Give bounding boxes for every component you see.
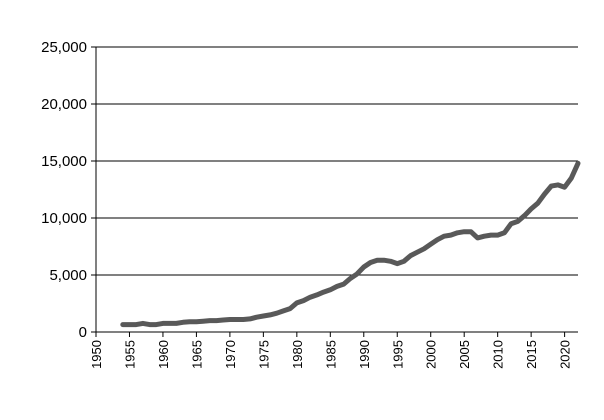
x-tick-label: 1960 [156, 340, 171, 369]
axes [91, 46, 578, 337]
y-tick-label: 20,000 [41, 96, 87, 113]
x-tick-label: 1980 [290, 340, 305, 369]
x-tick-label: 2020 [558, 340, 573, 369]
y-tick-label: 15,000 [41, 153, 87, 170]
y-tick-label: 5,000 [49, 267, 87, 284]
x-tick-label: 2015 [524, 340, 539, 369]
series-line-0 [120, 160, 581, 328]
series [120, 160, 581, 328]
x-tick-label: 1965 [189, 340, 204, 369]
gridlines [96, 46, 578, 276]
x-tick-labels: 1950 1955 1960 1965 1970 1975 1980 1985 1990 1995… [89, 340, 573, 369]
x-tick-label: 2010 [491, 340, 506, 369]
x-tick-label: 1985 [323, 340, 338, 369]
x-tick-label: 1970 [223, 340, 238, 369]
x-tick-label: 1995 [390, 340, 405, 369]
y-tick-label: 10,000 [41, 210, 87, 227]
x-tick-label: 2005 [457, 340, 472, 369]
x-tick-label: 2000 [424, 340, 439, 369]
x-tick-label: 1955 [122, 340, 137, 369]
x-tick-label: 1990 [357, 340, 372, 369]
x-tick-label: 1975 [256, 340, 271, 369]
y-tick-label: 25,000 [41, 39, 87, 56]
y-tick-label: 0 [79, 324, 87, 341]
x-tick-label: 1950 [89, 340, 104, 369]
y-tick-labels: 0 5,000 10,000 15,000 20,000 25,000 [41, 39, 87, 341]
